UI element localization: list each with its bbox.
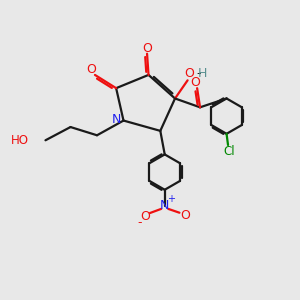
Text: O: O [180, 208, 190, 222]
Text: -: - [196, 67, 201, 80]
Text: +: + [167, 194, 175, 205]
Text: -: - [137, 216, 142, 229]
Text: O: O [140, 210, 150, 223]
Text: HO: HO [11, 134, 29, 147]
Text: N: N [160, 200, 169, 212]
Text: O: O [86, 63, 96, 76]
Text: O: O [185, 67, 195, 80]
Text: H: H [198, 67, 208, 80]
Text: O: O [190, 76, 200, 89]
Text: O: O [142, 42, 152, 55]
Text: Cl: Cl [223, 145, 235, 158]
Text: N: N [112, 112, 121, 126]
